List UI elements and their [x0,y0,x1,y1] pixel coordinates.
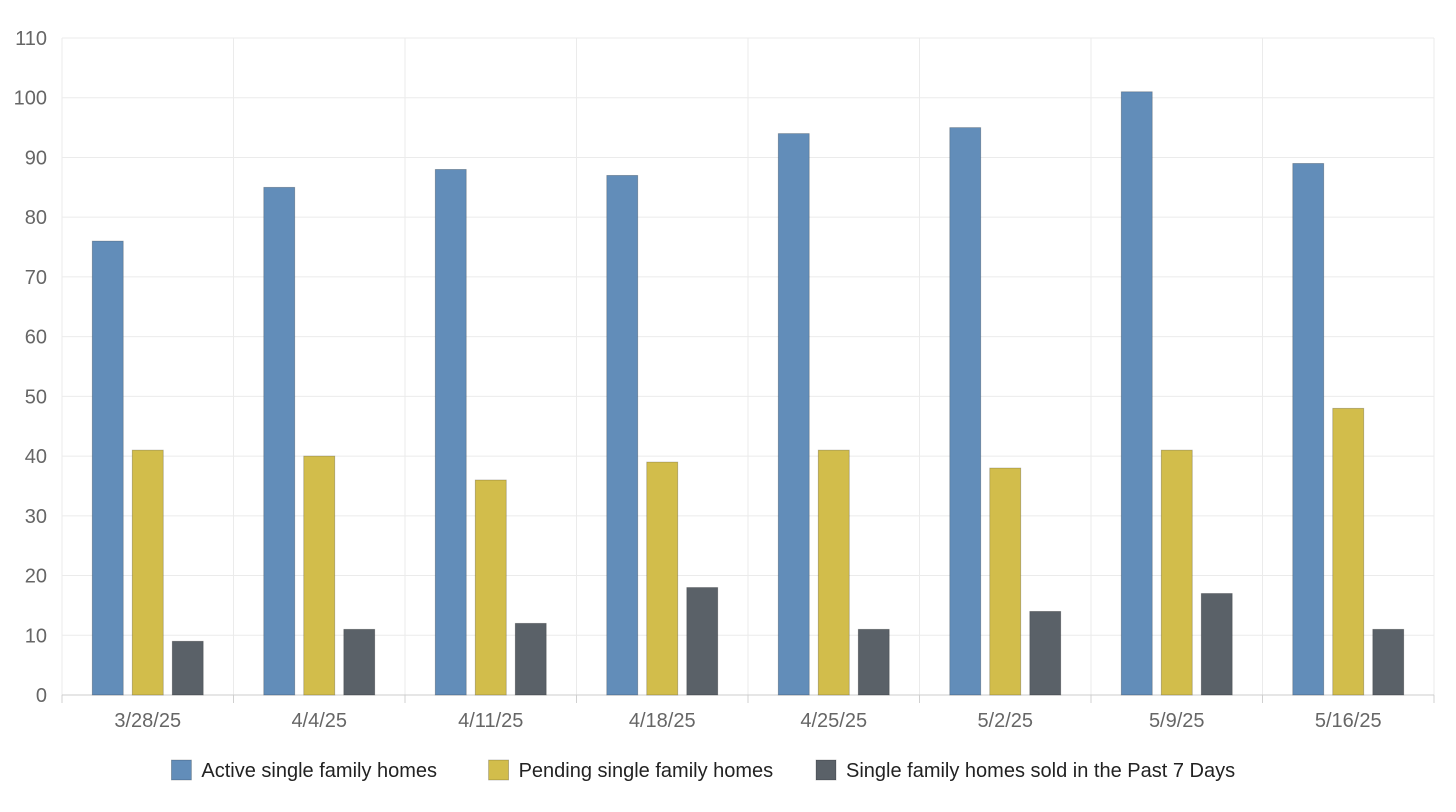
bar-sold[interactable] [1200,593,1233,696]
y-tick-label: 100 [14,88,47,110]
bar-active[interactable] [949,127,982,696]
legend-item[interactable]: Pending single family homes [488,759,774,782]
legend: Active single family homes Pending single… [170,759,1235,782]
bar-sold[interactable] [343,628,376,696]
bar-sold[interactable] [171,640,204,696]
legend-label: Pending single family homes [519,760,774,782]
x-tick-label: 3/28/25 [114,710,181,732]
x-tick-label: 5/9/25 [1149,710,1205,732]
y-tick-label: 70 [25,267,47,289]
bar-pending[interactable] [817,449,850,696]
x-axis: 3/28/25 4/4/25 4/11/25 4/18/25 4/25/25 5/2/25… [61,694,1435,732]
x-tick-label: 5/2/25 [977,710,1033,732]
bar-pending[interactable] [1160,449,1193,696]
bar-sold[interactable] [1029,610,1062,696]
legend-item[interactable]: Single family homes sold in the Past 7 D… [815,759,1235,782]
y-tick-label: 0 [36,685,47,707]
bar-active[interactable] [606,174,639,696]
x-tick-label: 4/25/25 [800,710,867,732]
y-tick-label: 40 [25,446,47,468]
bar-active[interactable] [434,168,467,696]
x-tick-label: 4/11/25 [458,710,523,732]
legend-swatch [170,759,192,781]
y-tick-label: 50 [25,386,47,408]
y-tick-label: 90 [25,147,47,169]
y-tick-label: 20 [25,566,47,588]
bar-pending[interactable] [646,461,679,696]
legend-label: Active single family homes [201,760,437,782]
legend-swatch [488,759,510,781]
x-tick-label: 4/4/25 [291,710,347,732]
y-axis: 0 10 20 30 40 50 60 70 80 90 100 110 [14,28,47,707]
legend-label: Single family homes sold in the Past 7 D… [846,760,1235,782]
legend-swatch [815,759,837,781]
bar-active[interactable] [1292,163,1325,696]
bar-sold[interactable] [514,622,547,696]
bar-pending[interactable] [303,455,336,696]
bar-active[interactable] [91,240,124,696]
legend-item[interactable]: Active single family homes [170,759,437,782]
y-tick-label: 110 [15,28,47,50]
y-tick-label: 80 [25,207,47,229]
y-tick-label: 30 [25,506,47,528]
bar-active[interactable] [777,133,810,696]
x-tick-label: 5/16/25 [1315,710,1382,732]
x-tick-label: 4/18/25 [629,710,696,732]
bar-sold[interactable] [857,628,890,696]
y-tick-label: 10 [25,625,47,647]
bar-pending[interactable] [131,449,164,696]
y-tick-label: 60 [25,327,47,349]
bar-sold[interactable] [1372,628,1405,696]
bar-pending[interactable] [989,467,1022,696]
bar-sold[interactable] [686,587,719,696]
bar-pending[interactable] [474,479,507,696]
bar-active[interactable] [263,186,296,696]
bars [91,91,1405,696]
bar-pending[interactable] [1332,407,1365,696]
bar-active[interactable] [1120,91,1153,696]
